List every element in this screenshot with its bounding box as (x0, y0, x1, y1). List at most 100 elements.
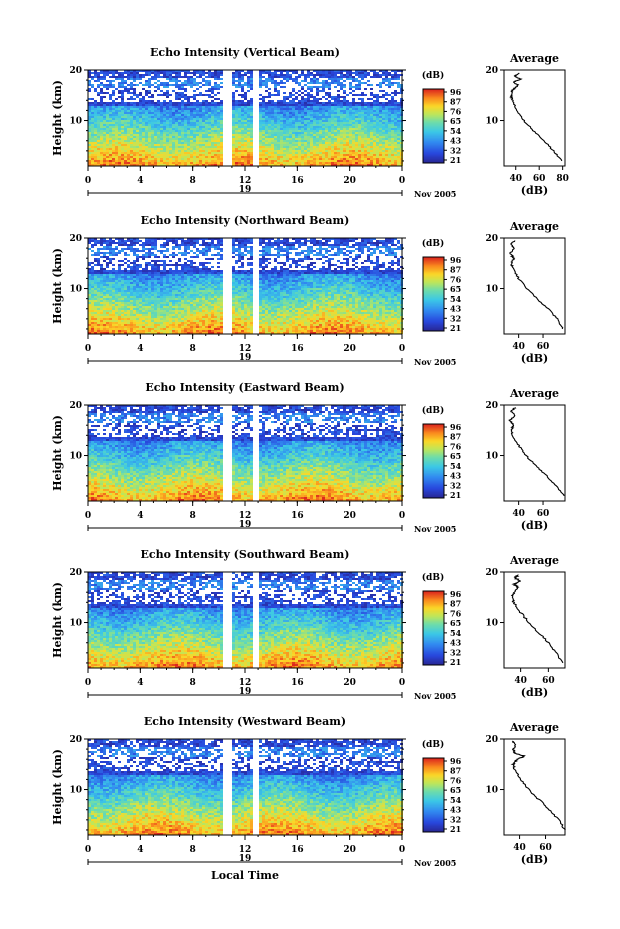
colorbar-band (423, 769, 444, 772)
colorbar-band (423, 632, 444, 635)
profile-x-tick-label: 60 (542, 676, 555, 686)
colorbar-band (423, 770, 444, 773)
colorbar-band (423, 259, 444, 261)
colorbar-band (423, 119, 444, 121)
colorbar-band (423, 306, 444, 309)
profile-line (510, 740, 566, 831)
profile-panel: Average 20 10 40 60(dB) (485, 387, 566, 532)
colorbar-band (423, 618, 444, 621)
x-tick-label: 0 (85, 511, 91, 521)
colorbar-band (423, 91, 444, 93)
colorbar-band (423, 799, 444, 802)
colorbar-band (423, 768, 444, 770)
colorbar-band (423, 154, 444, 157)
colorbar-tick-label: 54 (450, 628, 462, 638)
profile-title: Average (509, 387, 559, 400)
colorbar-band (423, 793, 444, 796)
panel-1: Echo Intensity (Vertical Beam) 20 10 Height… (51, 46, 569, 199)
x-tick-label: 16 (291, 678, 304, 688)
profile-panel: Average 20 10 40 60 80 (dB) (485, 52, 568, 197)
colorbar-band (423, 494, 444, 497)
colorbar-band (423, 464, 444, 467)
panel-title: Echo Intensity (Southward Beam) (141, 548, 350, 561)
colorbar-band (423, 786, 444, 789)
colorbar-band (423, 282, 444, 284)
colorbar-band (423, 649, 444, 652)
colorbar-band (423, 764, 444, 767)
colorbar-band (423, 484, 444, 486)
colorbar-tick-label: 32 (450, 647, 461, 657)
colorbar-band (423, 159, 444, 162)
colorbar-band (423, 594, 444, 597)
y-tick-label: 10 (69, 117, 82, 127)
colorbar-band (423, 158, 444, 160)
colorbar-tick-label: 76 (450, 441, 462, 451)
colorbar-band (423, 804, 444, 806)
x-tick-label: 4 (137, 511, 143, 521)
colorbar-band (423, 292, 444, 295)
date-label: Nov 2005 (414, 357, 456, 367)
colorbar-band (423, 462, 444, 464)
colorbar-band (423, 767, 444, 769)
colorbar-band (423, 637, 444, 639)
profile-y-tick-label: 10 (485, 619, 498, 629)
colorbar-band (423, 131, 444, 134)
x-tick-label: 0 (399, 845, 405, 855)
colorbar-band (423, 432, 444, 434)
colorbar-band (423, 813, 444, 816)
colorbar-band (423, 819, 444, 821)
colorbar-band (423, 113, 444, 115)
colorbar-band (423, 592, 444, 594)
colorbar-band (423, 654, 444, 657)
colorbar-band (423, 291, 444, 294)
panel-title: Echo Intensity (Northward Beam) (141, 214, 350, 227)
colorbar-band (423, 324, 444, 326)
colorbar-band (423, 120, 444, 122)
heatmap (88, 238, 403, 334)
colorbar-band (423, 607, 444, 609)
colorbar-band (423, 820, 444, 822)
colorbar-band (423, 779, 444, 782)
x-tick-label: 8 (190, 678, 196, 688)
profile-x-tick-label: 60 (537, 509, 550, 519)
colorbar-band (423, 653, 444, 655)
x-tick-label: 4 (137, 176, 143, 186)
colorbar-band (423, 452, 444, 455)
y-tick-label: 20 (69, 401, 82, 411)
colorbar-band (423, 604, 444, 607)
colorbar-band (423, 788, 444, 790)
panel-3: Echo Intensity (Eastward Beam) 20 10 Height… (51, 381, 566, 534)
y-axis-label: Height (km) (51, 248, 64, 324)
colorbar-band (423, 328, 444, 331)
colorbar-band (423, 610, 444, 613)
colorbar-band (423, 491, 444, 493)
profile-title: Average (509, 52, 559, 65)
colorbar-band (423, 110, 444, 113)
colorbar-band (423, 593, 444, 595)
profile-x-axis-label: (dB) (521, 519, 548, 532)
colorbar-band (423, 796, 444, 798)
colorbar-band (423, 470, 444, 472)
colorbar-band (423, 117, 444, 120)
colorbar-band (423, 471, 444, 473)
colorbar-band (423, 660, 444, 662)
colorbar-band (423, 619, 444, 622)
colorbar-band (423, 760, 444, 762)
colorbar-band (423, 478, 444, 480)
colorbar-band (423, 296, 444, 298)
colorbar-band (423, 480, 444, 483)
colorbar-unit: (dB) (422, 405, 444, 416)
colorbar-tick-label: 54 (450, 294, 462, 304)
colorbar-frame (422, 590, 445, 666)
colorbar-band (423, 102, 444, 105)
colorbar-band (423, 311, 444, 313)
colorbar-band (423, 597, 444, 600)
colorbar-band (423, 628, 444, 630)
colorbar-band (423, 603, 444, 606)
colorbar-band (423, 321, 444, 324)
colorbar-tick-label: 65 (450, 451, 461, 461)
profile-y-tick-label: 20 (485, 401, 498, 411)
x-tick-label: 0 (399, 511, 405, 521)
colorbar-band (423, 278, 444, 281)
colorbar-band (423, 602, 444, 605)
